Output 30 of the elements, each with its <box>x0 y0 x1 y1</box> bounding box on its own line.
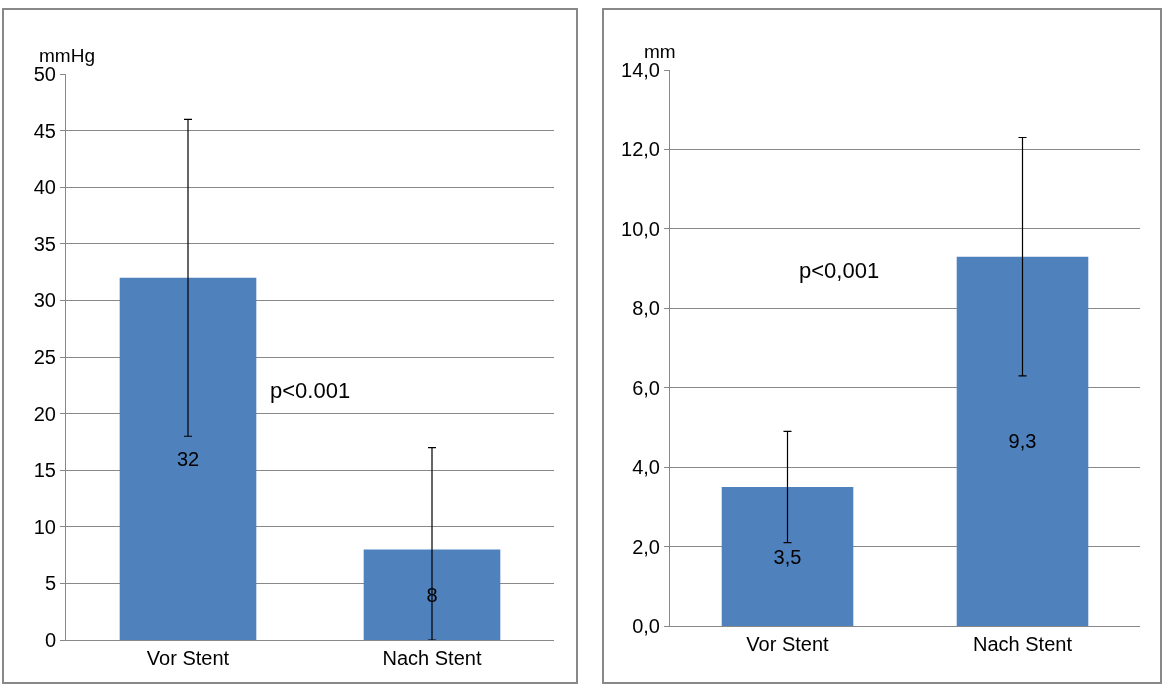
y-tick-label: 8,0 <box>632 297 660 320</box>
y-tick-label: 4,0 <box>632 456 660 479</box>
y-tick-label: 10 <box>33 515 56 538</box>
y-axis-title: mm <box>644 41 676 62</box>
y-tick-label: 15 <box>33 459 56 482</box>
data-label: 3,5 <box>773 545 802 568</box>
y-tick-label: 5 <box>44 572 56 595</box>
y-tick-label: 20 <box>33 402 56 425</box>
x-tick-label: Nach Stent <box>382 647 482 669</box>
annotation: p<0.001 <box>270 378 351 403</box>
y-tick-label: 50 <box>33 63 56 85</box>
y-tick-label: 0 <box>44 629 56 651</box>
data-label: 32 <box>176 447 200 470</box>
y-tick-label: 6,0 <box>632 376 660 399</box>
y-tick-label: 35 <box>33 232 56 255</box>
y-tick-label: 12,0 <box>621 138 660 161</box>
x-tick-label: Vor Stent <box>146 647 230 669</box>
y-tick-label: 40 <box>33 176 56 199</box>
y-tick-label: 0,0 <box>632 615 660 637</box>
x-tick-label: Nach Stent <box>973 633 1073 655</box>
y-tick-label: 10,0 <box>621 217 660 240</box>
annotation: p<0,001 <box>799 258 880 283</box>
data-label: 9,3 <box>1008 430 1037 453</box>
y-tick-label: 2,0 <box>632 535 660 558</box>
y-tick-label: 45 <box>33 119 56 142</box>
y-tick-label: 30 <box>33 289 56 312</box>
x-tick-label: Vor Stent <box>746 633 830 655</box>
y-tick-label: 25 <box>33 346 56 368</box>
y-axis-title: mmHg <box>39 45 95 66</box>
y-tick-label: 14,0 <box>621 59 660 81</box>
